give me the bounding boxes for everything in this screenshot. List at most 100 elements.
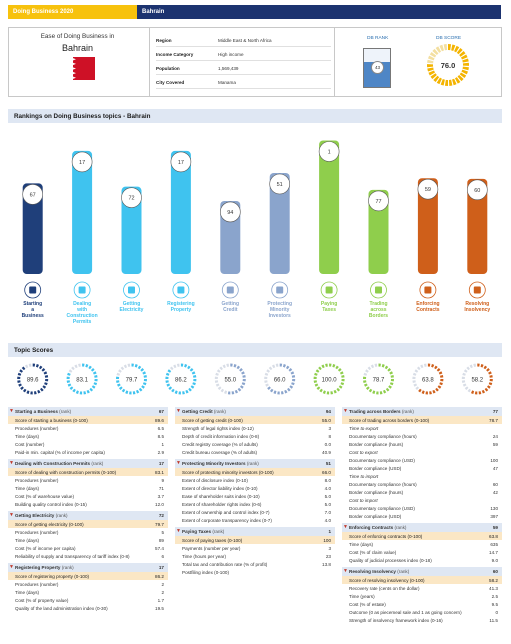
indicator-row: Cost (% of property value) 1.7 <box>15 597 164 603</box>
score-ring-segment <box>165 372 170 376</box>
score-ring-segment <box>421 390 425 394</box>
score-ring-segment <box>389 371 393 375</box>
score-ring-segment <box>464 386 469 390</box>
score-ring-segment <box>461 69 468 75</box>
score-ring-segment <box>90 368 95 372</box>
topic-score-value: 89.6 <box>27 378 39 384</box>
indicator-row: Strength of legal rights index (0-12) 3 <box>182 425 331 431</box>
score-ring-segment <box>142 382 147 386</box>
topic-score-value: 66.0 <box>274 378 286 384</box>
score-ring-segment <box>285 365 290 370</box>
score-ring-segment <box>67 383 72 387</box>
topic-score-row: Score of registering property (0-100) 86.… <box>8 572 168 580</box>
rank-bubble <box>170 151 192 173</box>
indicator-row: Extent of ownership and control index (0… <box>182 509 331 515</box>
indicator-row: Paid-in min. capital (% of income per ca… <box>15 449 164 455</box>
detail-column-2: ▼ Getting Credit (rank) 94 Score of getting… <box>175 407 335 579</box>
score-ring-segment <box>467 388 472 393</box>
rank-value: 51 <box>277 182 283 188</box>
topic-detail-block: ▼ Trading across Borders (rank) 77 Score of… <box>342 407 502 520</box>
score-ring-segment <box>266 369 271 373</box>
score-ring-segment <box>88 365 92 370</box>
indicator-row: Outcome (0 as piecemeal sale and 1 as go… <box>349 609 498 615</box>
score-ring-segment <box>223 390 228 394</box>
indicator-row: Total tax and contribution rate (% of pr… <box>182 561 331 567</box>
icon-glyph <box>375 286 382 294</box>
score-ring-segment <box>333 389 337 394</box>
score-ring-segment <box>427 67 434 72</box>
icon-glyph <box>177 286 185 294</box>
chevron-icon: ▼ <box>9 408 14 414</box>
score-ring-segment <box>318 366 322 371</box>
topic-score-value: 55.0 <box>224 378 236 384</box>
indicator-row: Credit registry coverage (% of adults) 0.… <box>182 441 331 447</box>
score-ring-segment <box>457 74 464 82</box>
score-ring-segment <box>41 368 46 372</box>
chevron-icon: ▼ <box>9 564 14 570</box>
score-ring-segment <box>69 386 74 390</box>
indicator-row: Time (days) 2 <box>15 589 164 595</box>
score-ring-segment <box>43 371 48 375</box>
rank-bubble <box>71 151 93 173</box>
topic-score-row: Score of trading across borders (0-100) 7… <box>342 416 502 424</box>
rank-bubble <box>220 201 241 223</box>
score-ring-segment <box>188 387 192 392</box>
score-ring-segment <box>190 385 195 389</box>
score-ring-segment <box>233 364 237 368</box>
db-score-value: 76.0 <box>441 61 456 70</box>
score-ring-segment <box>414 369 419 373</box>
rank-bar <box>121 186 142 274</box>
report-title: Doing Business 2020 <box>8 5 137 19</box>
score-ring-segment <box>365 386 370 390</box>
indicator-row: Quality of judicial processes index (0-1… <box>349 557 498 563</box>
score-ring-segment <box>335 365 339 370</box>
score-ring-segment <box>265 383 269 387</box>
score-ring-segment <box>116 372 121 376</box>
topic-score-value: 86.2 <box>175 378 187 384</box>
db-rank-label: DB RANK <box>367 36 389 41</box>
indicator-row: Documentary compliance (USD) 100 <box>349 457 498 463</box>
score-ring-segment <box>237 387 242 392</box>
score-ring-segment <box>486 385 491 389</box>
score-ring-segment <box>367 366 372 371</box>
score-ring-segment <box>322 390 326 394</box>
score-ring-segment <box>439 44 445 52</box>
topic-score-value: 58.2 <box>471 378 483 384</box>
score-ring-segment <box>289 385 294 389</box>
rank-bar <box>72 150 93 274</box>
score-ring-segment <box>273 390 277 394</box>
db-rank-value: 43 <box>371 61 384 74</box>
topic-detail-header: ▼ Registering Property (rank) 17 <box>8 563 168 572</box>
score-ring-segment <box>167 369 172 373</box>
indicator-row: Documentary compliance (hours) 60 <box>349 481 498 487</box>
score-ring-segment <box>488 371 492 375</box>
score-ring-segment <box>315 369 320 373</box>
rank-value: 72 <box>128 196 134 202</box>
score-ring-segment <box>123 364 128 369</box>
indicator-row: Postfiling index (0-100) <box>182 569 229 575</box>
score-ring-segment <box>388 385 392 389</box>
score-ring-segment <box>222 364 226 369</box>
score-ring-segment <box>454 45 460 53</box>
score-ring-segment <box>121 388 126 393</box>
indicator-row: Border compliance (USD) 47 <box>349 465 498 471</box>
score-ring-segment <box>459 50 466 57</box>
rank-bar <box>319 140 340 274</box>
score-ring-segment <box>384 365 389 370</box>
indicator-row: Procedures (number) 9 <box>15 477 164 483</box>
score-ring-segment <box>37 389 41 394</box>
score-ring-segment <box>125 390 129 394</box>
topic-score-value: 100.0 <box>322 378 338 384</box>
rank-bubble <box>22 184 44 205</box>
score-ring-segment <box>459 72 467 79</box>
rank-value: 59 <box>425 187 431 193</box>
rank-bubble <box>318 141 340 162</box>
score-ring-segment <box>382 389 387 394</box>
score-ring-segment <box>288 368 293 372</box>
score-ring-segment <box>72 388 76 393</box>
score-ring-segment <box>470 390 475 394</box>
topic-label: Enforcing Contracts <box>416 301 440 313</box>
indicator-subheading: Time to import <box>349 473 379 479</box>
indicator-row: Recovery rate (cents on the dollar) 41.3 <box>349 585 498 591</box>
indicator-row: Building quality control index (0-15) 12.… <box>15 501 164 507</box>
